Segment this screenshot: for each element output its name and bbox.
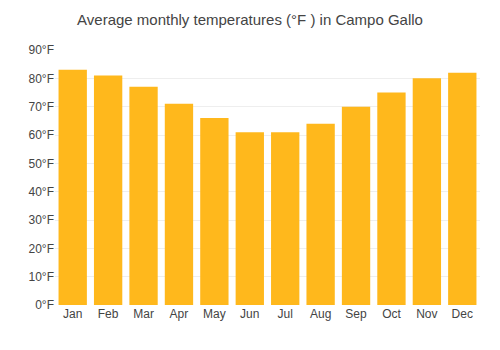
svg-text:May: May (203, 307, 226, 321)
svg-text:10°F: 10°F (29, 270, 54, 284)
svg-text:40°F: 40°F (29, 185, 54, 199)
svg-text:Jun: Jun (240, 307, 259, 321)
svg-text:60°F: 60°F (29, 128, 54, 142)
svg-text:Jul: Jul (278, 307, 293, 321)
svg-text:0°F: 0°F (35, 298, 54, 312)
svg-text:50°F: 50°F (29, 157, 54, 171)
svg-text:30°F: 30°F (29, 213, 54, 227)
svg-text:70°F: 70°F (29, 100, 54, 114)
svg-text:20°F: 20°F (29, 242, 54, 256)
svg-text:Oct: Oct (382, 307, 401, 321)
svg-text:Apr: Apr (170, 307, 189, 321)
svg-text:90°F: 90°F (29, 43, 54, 57)
svg-text:Feb: Feb (98, 307, 119, 321)
svg-text:Sep: Sep (345, 307, 367, 321)
svg-text:Aug: Aug (310, 307, 331, 321)
svg-text:Dec: Dec (452, 307, 473, 321)
svg-text:Nov: Nov (416, 307, 437, 321)
svg-text:Average monthly temperatures (: Average monthly temperatures (°F ) in Ca… (77, 11, 423, 28)
svg-text:Mar: Mar (133, 307, 154, 321)
svg-text:80°F: 80°F (29, 72, 54, 86)
svg-text:Jan: Jan (63, 307, 82, 321)
